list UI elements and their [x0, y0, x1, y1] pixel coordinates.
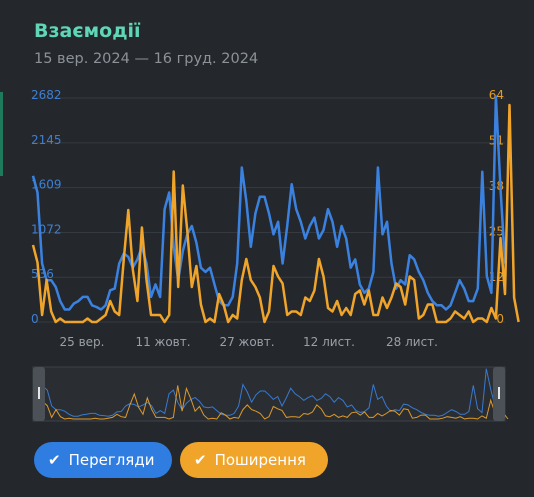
x-tick-label: 28 лист.: [386, 335, 438, 349]
x-tick-label: 27 жовт.: [219, 335, 274, 349]
check-icon: ✔: [48, 451, 61, 469]
y-left-tick-label: 2145: [31, 133, 62, 147]
date-range: 15 вер. 2024 — 16 груд. 2024: [34, 51, 259, 67]
x-tick-label: 11 жовт.: [135, 335, 190, 349]
toggle-views-button[interactable]: ✔ Перегляди: [34, 442, 172, 478]
chart-title: Взаємодії: [34, 20, 141, 42]
toggle-views-label: Перегляди: [68, 451, 155, 469]
y-right-tick-label: 0: [496, 312, 504, 326]
navigator-line-views: [42, 368, 496, 417]
left-accent-bar: [0, 92, 3, 176]
x-tick-label: 25 вер.: [60, 335, 105, 349]
range-navigator[interactable]: [32, 366, 506, 422]
series-line-views: [31, 95, 507, 311]
toggle-shares-button[interactable]: ✔ Поширення: [180, 442, 328, 478]
series-line-shares: [31, 103, 520, 324]
toggle-shares-label: Поширення: [214, 451, 306, 469]
x-tick-label: 12 лист.: [303, 335, 355, 349]
y-left-tick-label: 536: [31, 267, 54, 281]
y-left-tick-label: 1609: [31, 178, 62, 192]
y-left-tick-label: 2682: [31, 88, 62, 102]
y-left-tick-label: 0: [31, 312, 39, 326]
y-right-tick-label: 64: [489, 88, 504, 102]
y-right-tick-label: 51: [489, 134, 504, 148]
y-left-tick-label: 1072: [31, 222, 62, 236]
navigator-line-shares: [42, 370, 509, 420]
check-icon: ✔: [194, 451, 207, 469]
